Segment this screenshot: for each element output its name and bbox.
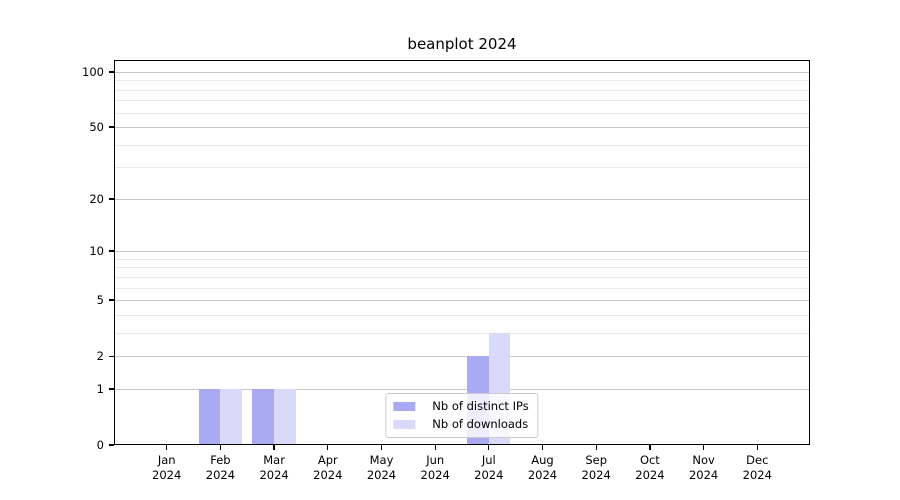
x-tick-label: Nov 2024 [676,453,732,483]
x-axis-tick [166,445,168,450]
legend-entry: Nb of downloads [393,417,528,432]
y-tick-label: 50 [89,120,104,135]
x-tick-month: Sep [585,453,608,467]
y-gridline-minor [114,112,810,114]
x-tick-month: May [369,453,394,467]
y-gridline-major [114,198,810,200]
y-gridline-major [114,356,810,358]
x-tick-month: Oct [639,453,660,467]
x-axis-tick [595,445,597,450]
y-axis-tick [108,126,114,128]
x-tick-label: Aug 2024 [515,453,571,483]
y-axis-tick [108,299,114,301]
y-gridline-minor [114,89,810,91]
x-tick-month: Mar [263,453,285,467]
y-gridline-major [114,389,810,390]
y-axis-tick [108,444,114,446]
bar [198,389,221,445]
x-tick-month: Jun [426,453,445,467]
x-tick-year: 2024 [688,468,719,482]
x-tick-year: 2024 [420,468,450,482]
y-gridline-major [114,127,810,129]
legend-entry: Nb of distinct IPs [393,399,529,414]
chart-title: beanplot 2024 [407,35,517,53]
y-tick-label: 0 [96,438,104,452]
x-tick-label: Sep 2024 [568,453,624,483]
x-axis-tick [756,445,758,450]
x-tick-label: Jan 2024 [139,453,195,483]
x-tick-month: Jan [157,453,176,467]
legend-swatch [393,402,416,411]
y-axis-tick [108,250,114,252]
y-gridline-minor [114,100,810,102]
y-gridline-minor [114,287,810,289]
x-tick-month: Feb [210,453,231,467]
bar [220,389,243,445]
x-tick-year: 2024 [742,468,772,482]
y-gridline-minor [114,332,810,334]
x-tick-label: Apr 2024 [300,453,356,483]
x-axis-tick [273,445,275,450]
legend-label: Nb of downloads [432,417,529,431]
x-tick-year: 2024 [635,468,665,482]
legend-label: Nb of distinct IPs [432,399,529,413]
x-tick-year: 2024 [313,468,343,482]
y-gridline-minor [114,258,810,260]
y-tick-label: 5 [96,293,104,308]
y-tick-label: 20 [89,191,104,206]
y-gridline-major [114,251,810,253]
x-tick-label: Mar 2024 [246,453,302,483]
x-tick-month: Nov [692,453,715,467]
x-axis-tick [434,445,436,450]
bar [274,389,296,445]
y-gridline-major [114,71,810,73]
y-gridline-minor [114,276,810,278]
x-tick-label: Jul 2024 [461,453,517,483]
x-tick-year: 2024 [581,468,611,482]
x-tick-year: 2024 [474,468,504,482]
x-tick-year: 2024 [366,468,397,482]
y-axis-tick [108,71,114,73]
bar [252,389,275,445]
x-tick-year: 2024 [205,468,236,482]
y-axis-tick [108,198,114,200]
x-tick-year: 2024 [527,468,558,482]
x-axis-tick [649,445,651,450]
x-tick-label: Dec 2024 [729,453,785,483]
x-axis-tick [541,445,544,450]
y-gridline-minor [114,144,810,146]
x-tick-month: Jul [481,453,496,467]
legend-swatch [393,420,416,429]
y-tick-label: 10 [89,244,104,259]
x-tick-year: 2024 [259,468,289,482]
x-axis-tick [380,445,383,450]
x-axis-tick [327,445,329,450]
x-axis-tick [219,445,222,450]
y-axis-tick [108,355,114,357]
x-tick-label: Jun 2024 [407,453,463,483]
legend: Nb of distinct IPs Nb of downloads [385,393,539,438]
y-gridline-minor [114,267,810,269]
x-tick-label: Oct 2024 [622,453,678,483]
y-gridline-minor [114,314,810,316]
plot-area: Nb of distinct IPs Nb of downloads [114,60,810,445]
y-gridline-minor [114,80,810,82]
y-axis-tick [108,388,114,390]
x-tick-year: 2024 [152,468,182,482]
y-gridline-major [114,300,810,302]
x-tick-month: Dec [746,453,769,467]
x-tick-label: Feb 2024 [192,453,248,483]
y-gridline-minor [114,167,810,169]
x-axis-tick [488,445,490,450]
y-tick-label: 2 [96,349,104,364]
x-tick-month: Aug [531,453,554,467]
x-axis-tick [702,445,705,450]
x-tick-label: May 2024 [354,453,410,483]
y-tick-label: 100 [82,64,104,79]
x-tick-month: Apr [317,453,338,467]
y-tick-label: 1 [96,382,104,396]
